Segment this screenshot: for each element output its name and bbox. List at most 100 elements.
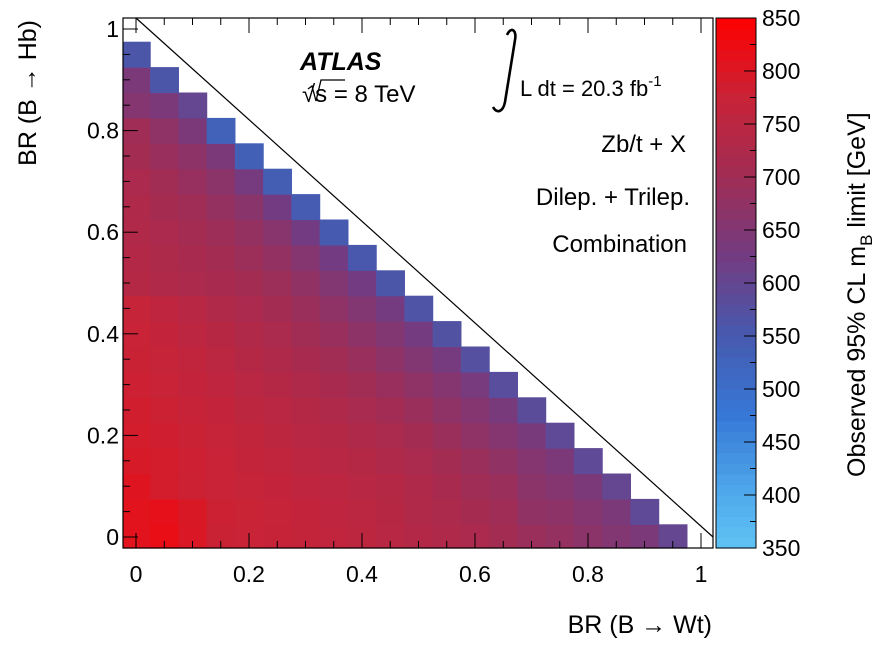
color-scale-band <box>716 39 756 51</box>
heatmap-cell <box>206 371 236 398</box>
kinematic-limit-line <box>135 17 714 538</box>
heatmap-cell <box>376 397 405 424</box>
heatmap-cell <box>178 346 208 373</box>
heatmap-cell <box>404 397 434 424</box>
color-scale-band <box>716 113 756 125</box>
heatmap-cell <box>150 422 179 449</box>
heatmap-cell <box>347 422 377 449</box>
z-tick-label: 800 <box>762 58 800 84</box>
y-tick-label: 1 <box>106 16 119 42</box>
heatmap-cell <box>234 422 264 449</box>
heatmap-cell <box>573 448 603 475</box>
heatmap-cell <box>432 422 462 449</box>
heatmap-cell <box>150 92 179 119</box>
heatmap-cell <box>263 295 292 322</box>
x-tick-label: 0.6 <box>459 561 491 587</box>
color-scale-band <box>716 473 756 485</box>
color-scale-band <box>716 102 756 114</box>
color-scale-band <box>716 399 756 411</box>
heatmap-cell <box>432 371 462 398</box>
heatmap-cell <box>404 321 434 348</box>
heatmap-cell <box>404 422 434 449</box>
heatmap-cell <box>206 498 236 525</box>
heatmap-cell <box>545 473 575 500</box>
color-scale-band <box>716 505 756 517</box>
color-scale-band <box>716 92 756 104</box>
color-scale-band <box>716 81 756 93</box>
heatmap-cell <box>206 346 236 373</box>
color-scale-band <box>716 155 756 167</box>
heatmap-cell <box>291 397 321 424</box>
y-tick-label: 0.2 <box>87 422 119 448</box>
color-scale-band <box>716 198 756 210</box>
heatmap-cell <box>234 244 264 271</box>
heatmap-cell <box>234 498 264 525</box>
color-scale-band <box>716 463 756 475</box>
integral-sign <box>491 28 517 113</box>
color-scale-band <box>716 537 756 549</box>
color-scale-band <box>716 336 756 348</box>
color-scale-band <box>716 124 756 136</box>
color-scale-band <box>716 251 756 263</box>
heatmap-cell <box>178 168 208 195</box>
heatmap-cell <box>347 295 377 322</box>
heatmap-cell <box>460 371 490 398</box>
heatmap-cell <box>263 498 292 525</box>
heatmap-cell <box>630 498 660 525</box>
heatmap-cell <box>150 117 179 144</box>
heatmap-cell <box>291 321 321 348</box>
heatmap-cell <box>150 473 179 500</box>
heatmap-cell <box>291 346 321 373</box>
heatmap-cell <box>347 270 377 297</box>
heatmap-cell <box>460 448 490 475</box>
heatmap-cell <box>178 219 208 246</box>
x-tick-label: 0.2 <box>233 561 265 587</box>
heatmap-cell <box>263 244 292 271</box>
heatmap-cell <box>460 473 490 500</box>
heatmap-cell <box>432 346 462 373</box>
color-scale-band <box>716 495 756 507</box>
heatmap-cell <box>178 244 208 271</box>
heatmap-cell <box>150 270 179 297</box>
color-scale: 350 400 450 500 550 600 650 700 750 800 850 <box>715 5 800 561</box>
color-scale-band <box>716 230 756 242</box>
heatmap-cell <box>263 371 292 398</box>
heatmap-cell <box>206 321 236 348</box>
heatmap-cell <box>347 498 377 525</box>
heatmap-cell <box>234 168 264 195</box>
energy-label: √s = 8 TeV <box>302 81 415 108</box>
heatmap-cell <box>319 219 349 246</box>
heatmap-cell <box>347 321 377 348</box>
heatmap-cell <box>150 321 179 348</box>
heatmap-cell <box>573 498 603 525</box>
heatmap-cell <box>150 295 179 322</box>
heatmap-cell <box>489 371 518 398</box>
heatmap-cell <box>291 194 321 221</box>
heatmap-cell <box>206 219 236 246</box>
heatmap-cell <box>291 219 321 246</box>
heatmap-cell <box>573 473 603 500</box>
heatmap-cell <box>489 448 518 475</box>
heatmap-cell <box>319 321 349 348</box>
color-scale-band <box>716 452 756 464</box>
heatmap-cell <box>178 321 208 348</box>
heatmap-cell <box>602 498 631 525</box>
heatmap-cell <box>376 371 405 398</box>
color-scale-band <box>716 346 756 358</box>
heatmap-cell <box>432 498 462 525</box>
heatmap-cell <box>602 473 631 500</box>
color-scale-band <box>716 187 756 199</box>
heatmap-cell <box>347 448 377 475</box>
heatmap-cell <box>404 371 434 398</box>
heatmap-cell <box>178 397 208 424</box>
z-tick-label: 500 <box>762 376 800 402</box>
y-tick-label: 0.8 <box>87 118 119 144</box>
heatmap-cell <box>545 422 575 449</box>
heatmap-cell <box>404 473 434 500</box>
heatmap-cell <box>178 473 208 500</box>
heatmap-cell <box>319 498 349 525</box>
heatmap-cell <box>319 473 349 500</box>
z-tick-label: 550 <box>762 323 800 349</box>
color-scale-band <box>716 314 756 326</box>
heatmap-cell <box>376 448 405 475</box>
